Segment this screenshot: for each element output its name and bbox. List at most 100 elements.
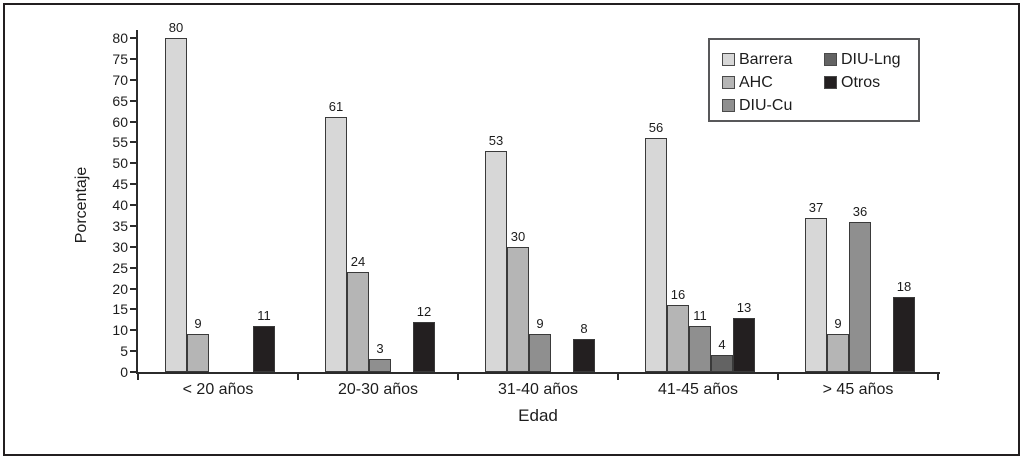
- bar-otros: [573, 339, 595, 372]
- legend-swatch-icon: [722, 53, 735, 66]
- bar-ahc: [827, 334, 849, 372]
- legend-item-diu-cu: DIU-Cu: [722, 94, 792, 117]
- bar-value-label: 9: [834, 316, 842, 331]
- bar-diu-cu: [849, 222, 871, 372]
- legend-swatch-icon: [824, 53, 837, 66]
- legend-label: AHC: [739, 73, 773, 91]
- bar-barrera: [645, 138, 667, 372]
- y-axis-tick: [130, 37, 136, 39]
- y-axis-title: Porcentaje: [73, 166, 90, 244]
- bar-otros: [733, 318, 755, 372]
- bar-otros: [253, 326, 275, 372]
- y-tick-label: 70: [112, 71, 128, 88]
- x-category-label: 20-30 años: [337, 381, 419, 398]
- bar-value-label: 61: [328, 99, 344, 114]
- bar-ahc: [347, 272, 369, 372]
- legend-swatch-icon: [824, 76, 837, 89]
- legend-item-otros: Otros: [824, 71, 901, 94]
- bar-value-label: 11: [693, 308, 707, 323]
- bar-value-label: 80: [168, 20, 184, 35]
- x-axis-title: Edad: [518, 406, 558, 425]
- x-axis-tick: [297, 373, 299, 380]
- legend-item-diu-lng: DIU-Lng: [824, 48, 901, 71]
- y-tick-label: 30: [112, 238, 128, 255]
- y-axis-tick: [130, 329, 136, 332]
- bar-ahc: [667, 305, 689, 372]
- bar-value-label: 13: [736, 300, 752, 315]
- bar-barrera: [325, 117, 347, 372]
- x-axis-tick: [457, 373, 459, 380]
- bar-barrera: [165, 38, 187, 372]
- bar-value-label: 18: [896, 279, 912, 294]
- y-tick-label: 25: [112, 259, 128, 276]
- y-axis-tick: [130, 266, 136, 269]
- x-axis-tick: [937, 373, 939, 380]
- bar-value-label: 9: [536, 316, 544, 331]
- y-axis-tick: [130, 141, 136, 144]
- y-tick-label: 0: [120, 364, 128, 380]
- x-category-label: > 45 años: [822, 381, 894, 398]
- y-tick-label: 50: [112, 155, 128, 172]
- y-tick-label: 80: [112, 30, 128, 46]
- y-tick-label: 5: [120, 343, 128, 360]
- legend-column-1: Barrera AHC DIU-Cu: [722, 48, 792, 117]
- legend-item-ahc: AHC: [722, 71, 792, 94]
- bar-diu-cu: [529, 334, 551, 372]
- bar-value-label: 3: [376, 341, 384, 356]
- legend-label: Barrera: [739, 50, 793, 68]
- legend-swatch-icon: [722, 99, 735, 112]
- y-axis-tick: [130, 245, 136, 248]
- y-axis-tick: [130, 99, 136, 102]
- y-axis-tick: [130, 204, 136, 206]
- y-axis-line: [136, 30, 138, 374]
- y-axis-tick: [130, 350, 136, 353]
- x-axis-tick: [137, 373, 139, 380]
- y-tick-label: 15: [112, 301, 128, 318]
- legend: Barrera AHC DIU-Cu DIU-Lng Otros: [708, 38, 920, 122]
- bar-ahc: [507, 247, 529, 372]
- legend-swatch-icon: [722, 76, 735, 89]
- bar-value-label: 8: [580, 321, 588, 336]
- y-axis-tick: [130, 78, 136, 81]
- y-tick-label: 10: [112, 322, 128, 339]
- bar-value-label: 11: [257, 308, 271, 323]
- legend-label: DIU-Lng: [841, 50, 901, 68]
- y-axis-tick: [130, 224, 136, 227]
- bar-ahc: [187, 334, 209, 372]
- bar-value-label: 24: [350, 254, 366, 269]
- y-tick-label: 20: [112, 280, 128, 297]
- y-axis-tick: [130, 183, 136, 186]
- bar-barrera: [485, 151, 507, 372]
- legend-column-2: DIU-Lng Otros: [824, 48, 901, 94]
- y-axis-tick: [130, 162, 136, 165]
- y-axis-tick: [130, 308, 136, 311]
- bar-value-label: 37: [808, 200, 824, 215]
- bar-otros: [893, 297, 915, 372]
- legend-item-barrera: Barrera: [722, 48, 792, 71]
- y-axis-tick: [130, 371, 136, 373]
- x-category-label: 31-40 años: [497, 381, 579, 398]
- bar-value-label: 36: [852, 204, 868, 219]
- bar-value-label: 12: [416, 304, 432, 319]
- y-axis-tick: [130, 287, 136, 290]
- bar-diu-lng: [711, 355, 733, 372]
- bar-diu-cu: [689, 326, 711, 372]
- bar-value-label: 9: [194, 316, 202, 331]
- legend-label: Otros: [841, 73, 881, 91]
- bar-value-label: 4: [718, 337, 726, 352]
- x-axis-tick: [617, 373, 619, 380]
- y-tick-label: 45: [112, 176, 128, 193]
- bar-value-label: 56: [648, 120, 664, 135]
- bar-otros: [413, 322, 435, 372]
- y-tick-label: 60: [112, 113, 128, 130]
- x-axis-line: [136, 372, 940, 374]
- bar-barrera: [805, 218, 827, 372]
- x-category-label: 41-45 años: [657, 381, 739, 398]
- bar-value-label: 16: [670, 287, 686, 302]
- bar-value-label: 53: [488, 133, 504, 148]
- bar-value-label: 30: [510, 229, 526, 244]
- y-tick-label: 55: [112, 134, 128, 151]
- legend-label: DIU-Cu: [739, 96, 793, 114]
